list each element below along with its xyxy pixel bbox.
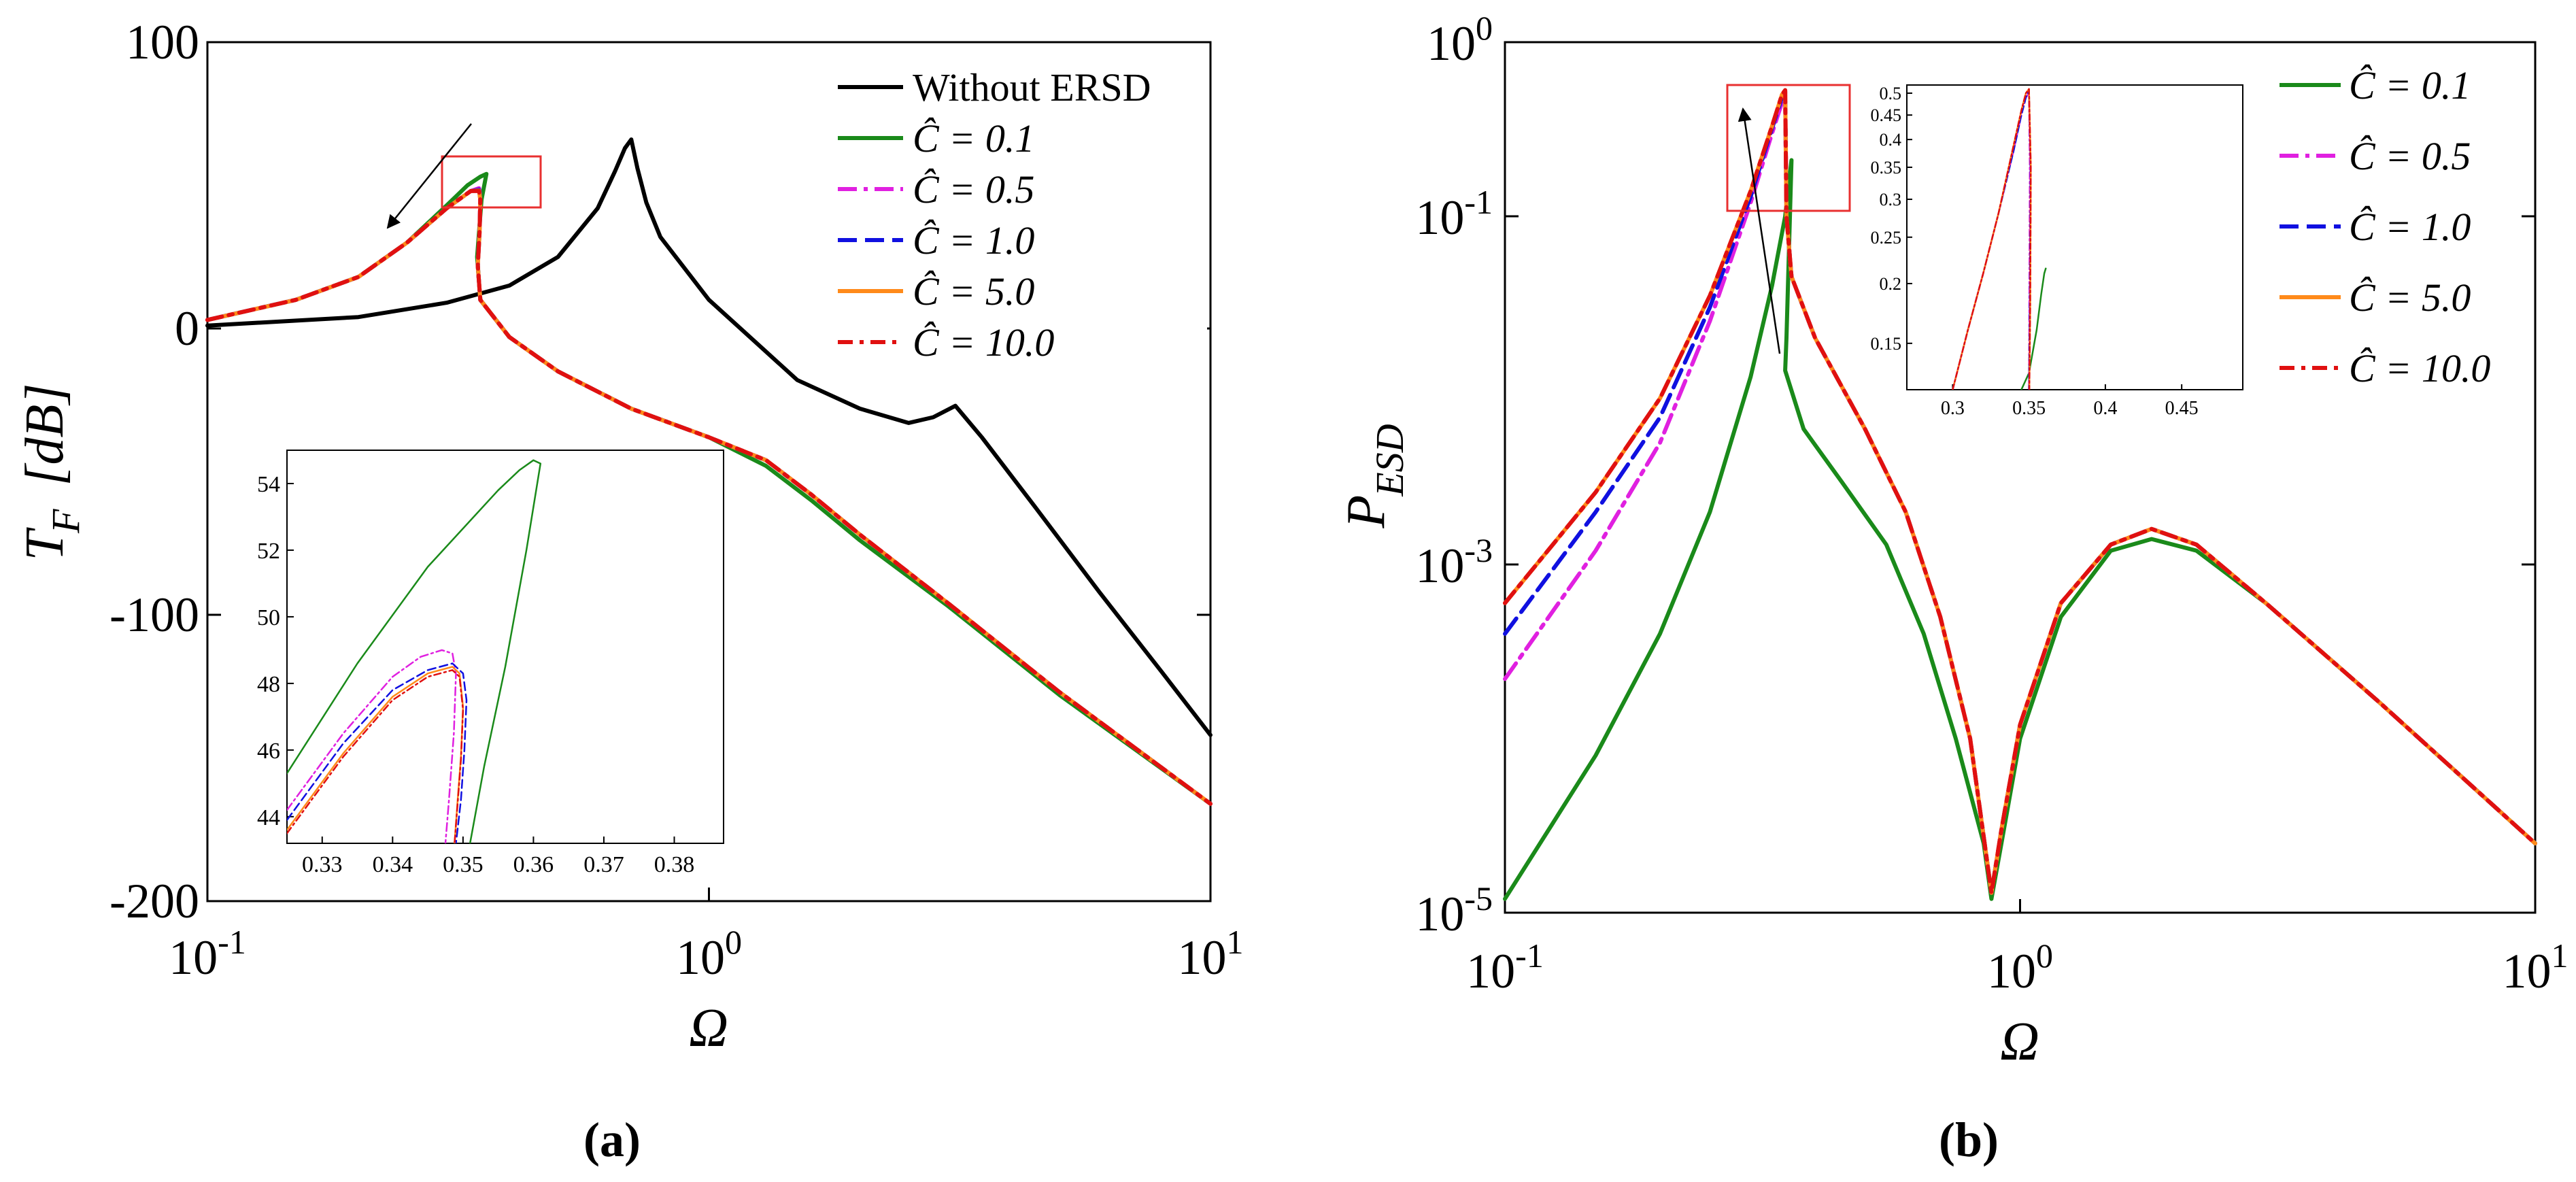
panel-a-x-tick-label-2: 101 bbox=[1178, 923, 1244, 985]
panel-b-legend-label-0: Ĉ = 0.1 bbox=[2349, 63, 2471, 107]
panel-a-inset-y-tick-label-2: 48 bbox=[257, 672, 280, 697]
panel-b-label: (b) bbox=[1939, 1113, 1999, 1167]
panel-a-legend-label-4: Ĉ = 5.0 bbox=[913, 269, 1034, 314]
panel-b-inset-y-tick-label-1: 0.2 bbox=[1880, 274, 1902, 294]
panel-a: 10-1 100 101 100 0 -100 -200 Without ERSD Ĉ = … bbox=[15, 15, 1244, 1167]
panel-b-legend-label-2: Ĉ = 1.0 bbox=[2349, 205, 2471, 249]
panel-a-trend-arrow bbox=[386, 123, 472, 229]
panel-b-y-ticks: 100 10-1 10-3 10-5 bbox=[1415, 9, 2535, 941]
panel-b-series bbox=[1503, 88, 2537, 901]
panel-a-label: (a) bbox=[583, 1113, 641, 1167]
panel-a-inset-y-tick-label-1: 46 bbox=[257, 739, 280, 764]
panel-a-inset-y-tick-label-0: 44 bbox=[257, 805, 280, 830]
svg-text:PESD: PESD bbox=[1336, 424, 1412, 528]
panel-a-inset-y-tick-label-5: 54 bbox=[257, 472, 280, 497]
panel-a-x-axis-label: Ω bbox=[689, 998, 728, 1058]
panel-b-legend-label-3: Ĉ = 5.0 bbox=[2349, 275, 2471, 320]
panel-a-legend-label-3: Ĉ = 1.0 bbox=[913, 218, 1034, 263]
panel-a-x-tick-label-0: 10-1 bbox=[169, 923, 246, 985]
panel-a-y-ticks: 100 0 -100 -200 bbox=[109, 15, 1210, 928]
panel-b-zoom-box bbox=[1726, 84, 1851, 212]
panel-b-y-tick-label-1: 10-1 bbox=[1415, 183, 1493, 245]
panel-a-inset-y-tick-label-4: 52 bbox=[257, 539, 280, 564]
panel-a-inset-x-tick-label-1: 0.34 bbox=[373, 852, 413, 877]
panel-a-inset-series-1 bbox=[287, 649, 457, 843]
panel-b-trend-arrow bbox=[1738, 107, 1781, 354]
panel-b-inset-y-tick-label-6: 0.45 bbox=[1871, 105, 1902, 125]
panel-a-inset-series-4 bbox=[287, 669, 464, 843]
panel-a-y-tick-label-1: 0 bbox=[175, 301, 199, 356]
panel-a-y-tick-label-2: -100 bbox=[109, 588, 199, 642]
panel-a-y-tick-label-3: -200 bbox=[109, 874, 199, 928]
panel-b-inset-x-tick-label-2: 0.4 bbox=[2093, 398, 2117, 419]
panel-b-inset-y-tick-label-3: 0.3 bbox=[1880, 190, 1902, 209]
panel-b-x-ticks: 10-1 100 101 bbox=[1466, 899, 2569, 998]
panel-b-y-axis-label: PESD bbox=[1336, 424, 1412, 528]
panel-b-legend-label-1: Ĉ = 0.5 bbox=[2349, 134, 2471, 178]
panel-a-zoom-box bbox=[441, 155, 542, 209]
panel-b-inset-y-tick-label-5: 0.4 bbox=[1880, 130, 1902, 150]
panel-a-y-tick-label-0: 100 bbox=[126, 15, 199, 69]
panel-a-inset-x-tick-label-3: 0.36 bbox=[513, 852, 554, 877]
panel-b-x-tick-label-2: 101 bbox=[2503, 936, 2569, 998]
panel-a-series-5 bbox=[205, 188, 1213, 806]
panel-b-series-4 bbox=[1503, 88, 2537, 895]
panel-a-legend: Without ERSD Ĉ = 0.1 Ĉ = 0.5 Ĉ = 1.0 Ĉ = 5.0… bbox=[823, 58, 1207, 365]
panel-a-legend-label-5: Ĉ = 10.0 bbox=[913, 320, 1054, 365]
panel-a-inset-ticks: 0.33 0.34 0.35 0.36 0.37 0.38 44 46 48 50 52 54 bbox=[257, 472, 694, 877]
panel-b-inset-x-tick-label-3: 0.45 bbox=[2165, 398, 2199, 419]
panel-b-inset-series-4 bbox=[1952, 88, 2032, 390]
panel-b-inset-x-tick-label-1: 0.35 bbox=[2012, 398, 2046, 419]
panel-a-series bbox=[205, 137, 1213, 806]
panel-b-x-axis-label: Ω bbox=[2000, 1012, 2039, 1072]
panel-b-inset-series-0 bbox=[2020, 267, 2047, 390]
panel-b-inset-y-tick-label-7: 0.5 bbox=[1880, 84, 1902, 103]
panel-b-legend-label-4: Ĉ = 10.0 bbox=[2349, 346, 2490, 390]
panel-a-inset-y-tick-label-3: 50 bbox=[257, 605, 280, 630]
panel-a-x-ticks: 10-1 100 101 bbox=[169, 888, 1244, 985]
panel-a-legend-box bbox=[823, 58, 1207, 357]
panel-b-legend: Ĉ = 0.1 Ĉ = 0.5 Ĉ = 1.0 Ĉ = 5.0 Ĉ = 10.0 bbox=[2280, 63, 2490, 390]
panel-a-inset-frame bbox=[286, 450, 724, 844]
panel-a-series-0 bbox=[205, 137, 1213, 737]
panel-b-inset-y-tick-label-2: 0.25 bbox=[1871, 228, 1902, 248]
panel-a-legend-label-1: Ĉ = 0.1 bbox=[913, 116, 1034, 161]
panel-b-series-0 bbox=[1503, 158, 2537, 901]
panel-a-inset-series bbox=[287, 459, 542, 843]
panel-b-x-tick-label-1: 100 bbox=[1987, 936, 2053, 998]
panel-a-inset-x-tick-label-4: 0.37 bbox=[583, 852, 624, 877]
panel-a-inset-series-2 bbox=[287, 662, 468, 843]
panel-a-legend-label-2: Ĉ = 0.5 bbox=[913, 167, 1034, 212]
panel-b-inset-series bbox=[1952, 88, 2047, 390]
panel-a-x-tick-label-1: 100 bbox=[676, 923, 742, 985]
panel-b-y-tick-label-2: 10-3 bbox=[1415, 531, 1493, 593]
panel-b-inset-y-tick-label-4: 0.35 bbox=[1871, 158, 1902, 178]
panel-b-inset-x-tick-label-0: 0.3 bbox=[1941, 398, 1965, 419]
panel-b-inset-ticks: 0.3 0.35 0.4 0.45 0.15 0.2 0.25 0.3 0.35 0.4 0.45 0… bbox=[1871, 84, 2199, 419]
panel-b-inset-y-tick-label-0: 0.15 bbox=[1871, 334, 1902, 354]
panel-b-x-tick-label-0: 10-1 bbox=[1466, 936, 1544, 998]
panel-b: 10-1 100 101 100 10-1 10-3 10-5 0.3 0.35 0.4 0.4… bbox=[1336, 9, 2569, 1167]
panel-b-inset-frame bbox=[1906, 84, 2243, 390]
svg-text:TF[dB]: TF[dB] bbox=[15, 383, 88, 560]
panel-a-y-axis-label: TF[dB] bbox=[15, 383, 88, 560]
panel-b-y-tick-label-3: 10-5 bbox=[1415, 879, 1493, 941]
panel-b-y-tick-label-0: 100 bbox=[1427, 9, 1493, 71]
panel-a-inset-x-tick-label-0: 0.33 bbox=[302, 852, 343, 877]
panel-a-inset-x-tick-label-2: 0.35 bbox=[443, 852, 484, 877]
panel-a-inset-series-0 bbox=[287, 459, 542, 843]
panel-a-legend-label-0: Without ERSD bbox=[913, 65, 1151, 109]
panel-a-inset-x-tick-label-5: 0.38 bbox=[654, 852, 695, 877]
